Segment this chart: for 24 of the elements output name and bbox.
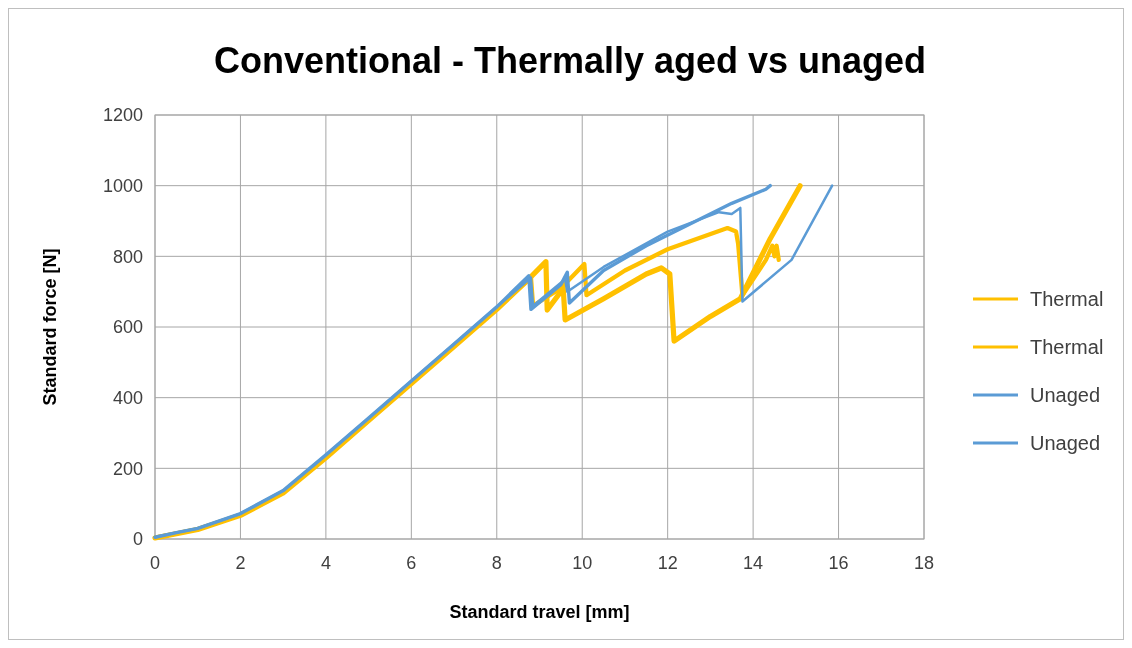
x-tick-label: 0	[149, 553, 161, 573]
x-tick-label: 16	[828, 553, 849, 573]
y-tick-label: 400	[112, 387, 143, 408]
x-tick-label: 4	[320, 553, 331, 573]
x-tick-label: 10	[572, 553, 593, 573]
y-tick-label: 1200	[102, 105, 143, 126]
y-tick-label: 800	[112, 246, 143, 267]
y-tick-label: 600	[112, 317, 143, 338]
x-tick-label: 2	[235, 553, 246, 573]
x-tick-label: 18	[913, 553, 935, 573]
legend-label: Thermal	[1030, 288, 1104, 310]
y-tick-label: 200	[112, 458, 143, 479]
legend-label: Unaged	[1030, 432, 1101, 454]
y-tick-label: 0	[132, 529, 143, 550]
x-tick-label: 12	[657, 553, 678, 573]
legend-label: Thermal	[1030, 336, 1104, 358]
y-tick-label: 1000	[102, 175, 143, 196]
x-tick-label: 6	[406, 553, 417, 573]
x-tick-label: 8	[491, 553, 502, 573]
y-axis-title: Standard force [N]	[40, 248, 60, 406]
legend-label: Unaged	[1030, 384, 1101, 406]
x-axis-title: Standard travel [mm]	[449, 602, 630, 622]
x-tick-label: 14	[743, 553, 764, 573]
chart-title: Conventional - Thermally aged vs unaged	[213, 40, 927, 81]
